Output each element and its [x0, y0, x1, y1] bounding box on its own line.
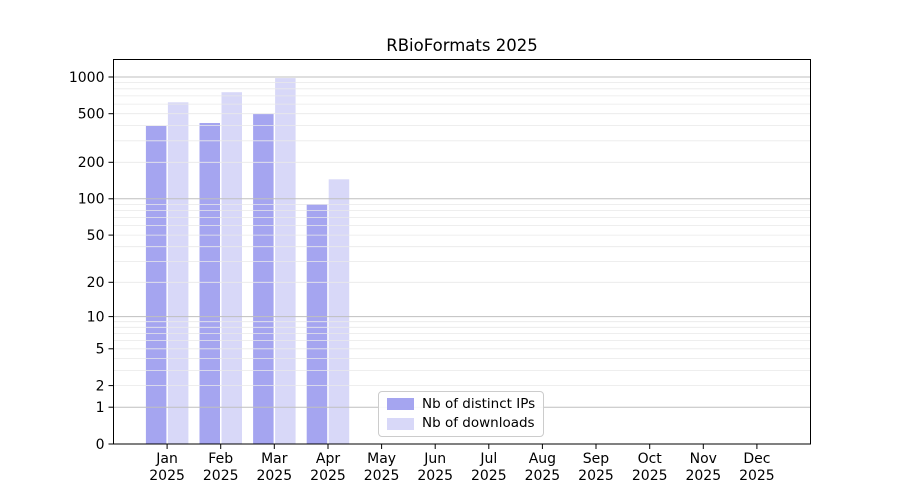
- x-tick-label-mar: Mar 2025: [256, 451, 292, 484]
- y-tick-label-200: 200: [78, 155, 105, 171]
- bar-jan-downloads: [167, 102, 189, 445]
- x-tick-label-jun: Jun 2025: [417, 451, 453, 484]
- x-tick-label-oct: Oct 2025: [632, 451, 668, 484]
- bar-mar-distinct-ips: [253, 113, 274, 444]
- bars-layer: [145, 78, 350, 445]
- x-tick-label-sep: Sep 2025: [578, 451, 614, 484]
- y-tick-label-1000: 1000: [69, 70, 105, 86]
- y-tick-label-1: 1: [96, 400, 105, 416]
- y-tick-label-10: 10: [87, 309, 105, 325]
- y-tick-label-2: 2: [96, 378, 105, 394]
- legend-item-downloads: Nb of downloads: [387, 415, 543, 431]
- grid-layer: [113, 76, 811, 408]
- bar-apr-distinct-ips: [306, 204, 328, 444]
- legend: Nb of distinct IPs Nb of downloads: [378, 391, 544, 437]
- bar-feb-downloads: [221, 92, 242, 444]
- y-tick-label-50: 50: [87, 228, 105, 244]
- chart-title: RBioFormats 2025: [386, 36, 538, 55]
- x-tick-label-nov: Nov 2025: [685, 451, 721, 484]
- bar-apr-downloads: [328, 179, 350, 445]
- x-tick-label-may: May 2025: [364, 451, 400, 484]
- x-tick-label-dec: Dec 2025: [739, 451, 775, 484]
- y-tick-label-5: 5: [96, 342, 105, 358]
- y-tick-label-100: 100: [78, 192, 105, 208]
- y-tick-label-0: 0: [96, 437, 105, 453]
- legend-item-distinct-ips: Nb of distinct IPs: [387, 395, 543, 412]
- x-tick-label-jul: Jul 2025: [471, 451, 507, 484]
- x-tick-label-apr: Apr 2025: [310, 451, 346, 484]
- bar-feb-distinct-ips: [199, 123, 220, 444]
- bar-jan-distinct-ips: [145, 125, 167, 444]
- y-axis: 0 1 2 5 10 20 50 100 200 500 1000: [69, 70, 114, 453]
- y-tick-label-20: 20: [87, 275, 105, 291]
- x-tick-label-aug: Aug 2025: [525, 451, 561, 484]
- x-axis: Jan 2025 Feb 2025 Mar 2025 Apr 2025 May 2025 Jun 20…: [149, 444, 775, 484]
- x-tick-label-feb: Feb 2025: [203, 451, 239, 484]
- legend-label-downloads: Nb of downloads: [422, 415, 535, 431]
- plot-border: [113, 59, 811, 445]
- legend-swatch-distinct-ips: [387, 398, 414, 411]
- bar-mar-downloads: [275, 78, 296, 444]
- x-tick-label-jan: Jan 2025: [149, 451, 185, 484]
- y-tick-label-500: 500: [78, 107, 105, 123]
- legend-label-distinct-ips: Nb of distinct IPs: [422, 395, 536, 412]
- legend-swatch-downloads: [387, 417, 414, 430]
